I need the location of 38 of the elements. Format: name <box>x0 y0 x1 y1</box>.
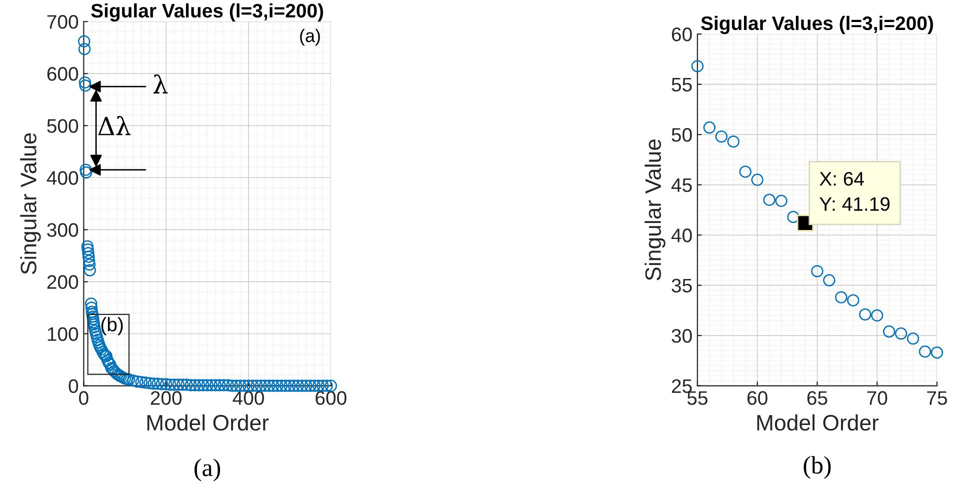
x-tick-label: 60 <box>748 391 768 405</box>
annotation: λ <box>153 74 168 94</box>
annotation: (b) <box>101 317 123 336</box>
y-tick-label: 500 <box>47 119 78 133</box>
x-tick-label: 0 <box>79 391 88 405</box>
y-tick-label: 60 <box>672 28 692 42</box>
y-tick-label: 55 <box>672 78 692 92</box>
x-tick-label: 55 <box>687 391 708 405</box>
y-tick-label: 35 <box>672 278 692 293</box>
x-axis-title: Model Order <box>757 414 879 431</box>
x-tick-label: 400 <box>232 391 264 405</box>
chart-title: Sigular Values (l=3,i=200) <box>701 16 933 34</box>
x-tick-label: 600 <box>316 391 346 405</box>
annotation: Δλ <box>98 116 130 136</box>
x-tick-label: 200 <box>150 391 182 405</box>
chart-title: Sigular Values (l=3,i=200) <box>91 3 324 22</box>
y-tick-label: 50 <box>672 128 692 142</box>
annotation: X: 64 Y: 41.19 <box>820 172 890 211</box>
y-tick-label: 0 <box>68 379 78 394</box>
annotation: (a) <box>300 28 320 46</box>
text: (b) <box>804 456 831 479</box>
y-axis-title: Singular Value <box>644 139 666 280</box>
y-tick-label: 45 <box>671 178 692 192</box>
x-tick-label: 65 <box>807 391 828 405</box>
y-tick-label: 700 <box>47 15 78 29</box>
y-axis-title: Singular Value <box>20 133 41 274</box>
y-tick-label: 25 <box>672 379 692 394</box>
y-tick-label: 40 <box>671 228 692 242</box>
x-tick-label: 70 <box>867 391 888 405</box>
x-axis-title: Model Order <box>147 414 269 431</box>
y-tick-label: 30 <box>672 328 692 343</box>
y-tick-label: 300 <box>47 223 78 237</box>
y-tick-label: 200 <box>47 275 78 289</box>
y-tick-label: 600 <box>47 67 78 81</box>
x-tick-label: 75 <box>927 391 947 405</box>
text: (a) <box>194 458 220 482</box>
y-tick-label: 400 <box>46 171 78 185</box>
y-tick-label: 100 <box>48 327 78 341</box>
